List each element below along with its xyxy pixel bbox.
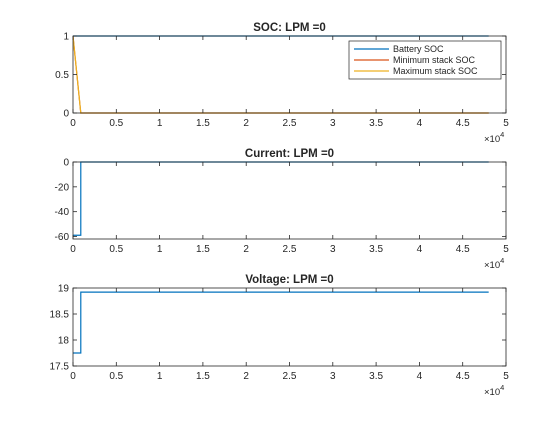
x-tick-label: 3.5 — [369, 118, 383, 129]
x-tick-label: 4 — [417, 371, 423, 382]
x-tick-label: 0 — [70, 244, 76, 255]
x-tick-label: 5 — [503, 118, 509, 129]
x-tick-label: 3 — [330, 244, 336, 255]
x-tick-label: 2.5 — [283, 244, 297, 255]
x-tick-label: 1.5 — [196, 118, 210, 129]
x-tick-label: 3.5 — [369, 244, 383, 255]
x-tick-label: 0.5 — [109, 244, 123, 255]
x-tick-label: 5 — [503, 371, 509, 382]
x-tick-label: 2 — [243, 244, 249, 255]
x-tick-label: 4.5 — [456, 118, 470, 129]
x-tick-label: 4.5 — [456, 371, 470, 382]
x-tick-label: 0 — [70, 118, 76, 129]
y-tick-label: 0 — [63, 158, 69, 169]
x-tick-label: 2 — [243, 371, 249, 382]
legend-entry: Minimum stack SOC — [393, 55, 476, 65]
x-tick-label: 2.5 — [283, 371, 297, 382]
y-tick-label: 19 — [58, 284, 70, 295]
plot-area — [73, 288, 506, 366]
x-tick-label: 4.5 — [456, 244, 470, 255]
x-tick-label: 3 — [330, 118, 336, 129]
chart-3: 0 0.5 1 1.5 2 2.5 3 3.5 4 4.5 5×104 17.5 18 18.5 19 Vol… — [50, 274, 510, 398]
legend-entry: Battery SOC — [393, 44, 444, 54]
x-exponent-label: ×104 — [484, 130, 504, 145]
y-tick-label: 17.5 — [50, 362, 70, 373]
x-tick-label: 1.5 — [196, 371, 210, 382]
plot-area — [73, 162, 506, 239]
x-tick-label: 0.5 — [109, 118, 123, 129]
chart-1: 0 0.5 1 1.5 2 2.5 3 3.5 4 4.5 5×104 0 0.5 1 SOC: LPM =… — [55, 22, 509, 145]
y-tick-label: 1 — [63, 32, 69, 43]
x-tick-label: 2.5 — [283, 118, 297, 129]
x-tick-label: 1.5 — [196, 244, 210, 255]
chart-2: 0 0.5 1 1.5 2 2.5 3 3.5 4 4.5 5×104 -60 -40 -20 0 Curre… — [55, 148, 510, 271]
y-tick-label: 0 — [63, 109, 69, 120]
x-exponent-label: ×104 — [484, 256, 504, 271]
x-tick-label: 3.5 — [369, 371, 383, 382]
x-tick-label: 1 — [157, 244, 163, 255]
x-tick-label: 3 — [330, 371, 336, 382]
chart-title: Voltage: LPM =0 — [245, 274, 333, 286]
y-tick-label: 0.5 — [55, 70, 69, 81]
y-tick-label: 18 — [58, 336, 70, 347]
x-tick-label: 1 — [157, 118, 163, 129]
y-tick-label: -60 — [55, 232, 70, 243]
y-tick-label: -40 — [55, 207, 70, 218]
x-tick-label: 2 — [243, 118, 249, 129]
chart-title: SOC: LPM =0 — [253, 22, 326, 34]
y-tick-label: 18.5 — [50, 310, 70, 321]
legend-entry: Maximum stack SOC — [393, 66, 478, 76]
x-tick-label: 5 — [503, 244, 509, 255]
x-tick-label: 4 — [417, 118, 423, 129]
x-tick-label: 0 — [70, 371, 76, 382]
x-tick-label: 4 — [417, 244, 423, 255]
x-tick-label: 1 — [157, 371, 163, 382]
chart-title: Current: LPM =0 — [245, 148, 334, 160]
series-line-1 — [73, 291, 489, 354]
x-tick-label: 0.5 — [109, 371, 123, 382]
y-tick-label: -20 — [55, 182, 70, 193]
x-exponent-label: ×104 — [484, 383, 504, 398]
legend-box — [348, 40, 502, 80]
